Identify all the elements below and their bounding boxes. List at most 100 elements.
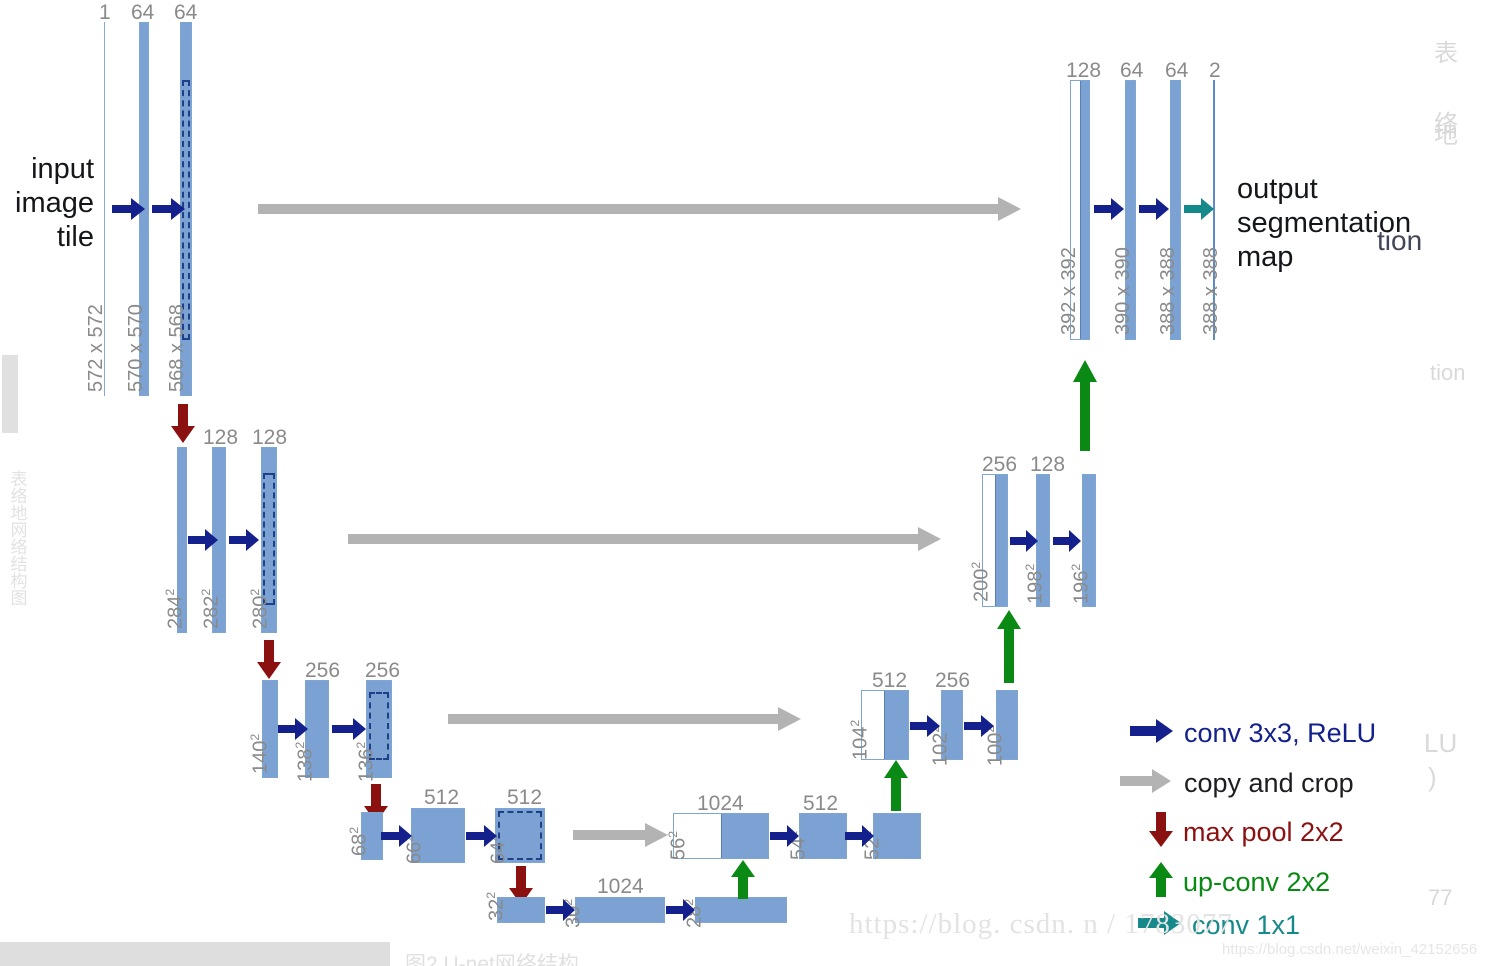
ghost-right-cn-2: 络 — [1434, 111, 1458, 138]
copy-crop-arrow-2 — [348, 526, 942, 552]
decoder-block-104 — [861, 690, 909, 760]
channel-label-128c: 128 — [1030, 453, 1066, 476]
channel-label-1024a: 1024 — [597, 875, 644, 898]
decoder-block-196 — [1082, 474, 1096, 607]
conv-arrow-out-b — [1139, 196, 1170, 222]
channel-label-512a: 512 — [424, 786, 460, 809]
channel-label-128b: 128 — [252, 426, 288, 449]
channel-label-128d: 128 — [1066, 59, 1102, 82]
conv-arrow-l2-a — [188, 527, 219, 553]
legend-label-conv3x3: conv 3x3, ReLU — [1184, 718, 1377, 748]
legend-item-conv3x3: conv 3x3, ReLU — [1130, 718, 1376, 749]
legend-item-upconv: up-conv 2x2 — [1148, 862, 1330, 903]
bottleneck-block-30 — [575, 897, 665, 923]
up-conv-arrow-2 — [996, 610, 1022, 684]
legend-label-conv1x1: conv 1x1 — [1192, 910, 1301, 940]
conv-arrow-out-a — [1094, 196, 1125, 222]
encoder-block-572 — [104, 22, 106, 396]
decoder-block-102 — [941, 690, 963, 760]
dim-label-104: 1042 — [848, 719, 872, 760]
concat-white-part-104 — [862, 691, 885, 759]
dim-label-572: 572 x 572 — [85, 304, 107, 392]
dim-label-136: 1362 — [354, 741, 378, 782]
ghost-left-strip — [2, 355, 18, 433]
channel-label-1: 1 — [99, 1, 111, 24]
dim-label-390: 390 x 390 — [1112, 247, 1134, 335]
channel-label-256b: 256 — [365, 659, 401, 682]
ghost-right-cn-1: 表 — [1434, 40, 1458, 67]
encoder-block-66 — [411, 808, 465, 863]
max-pool-arrow-4 — [508, 866, 534, 906]
conv-arrow-bottleneck-b — [666, 898, 696, 922]
down-arrow-icon — [1148, 812, 1174, 853]
up-arrow-icon — [1148, 862, 1174, 903]
dim-label-570: 570 x 570 — [125, 304, 147, 392]
copy-crop-arrow-4 — [573, 822, 669, 848]
decoder-block-56 — [673, 813, 769, 859]
legend-item-maxpool: max pool 2x2 — [1148, 812, 1344, 853]
decoder-block-392 — [1070, 80, 1090, 340]
dim-label-282: 2822 — [199, 588, 223, 629]
dim-label-568: 568 x 568 — [166, 304, 188, 392]
output-label: output segmentation map — [1237, 173, 1412, 274]
up-conv-arrow-4 — [730, 860, 756, 900]
encoder-block-140 — [262, 680, 278, 778]
ghost-bottom-cn: 图2 U-net网络结构 — [405, 953, 579, 966]
conv-arrow-l3-b — [332, 716, 367, 742]
concat-white-part-392 — [1071, 81, 1081, 339]
conv-arrow-l1-a — [112, 196, 146, 222]
ghost-bar-left — [0, 942, 390, 966]
copy-crop-arrow-1 — [258, 196, 1022, 222]
conv-arrow-l3-a — [278, 716, 309, 742]
concat-white-part-200 — [983, 475, 996, 606]
decoder-block-388 — [1170, 80, 1181, 340]
channel-label-64d: 64 — [1165, 59, 1189, 82]
channel-label-2: 2 — [1209, 59, 1221, 82]
channel-label-64c: 64 — [1120, 59, 1144, 82]
legend-label-maxpool: max pool 2x2 — [1183, 817, 1344, 847]
channel-label-128a: 128 — [203, 426, 239, 449]
dim-label-198: 1982 — [1023, 563, 1047, 604]
conv-arrow-d5-b — [845, 824, 875, 848]
conv-arrow-d3-b — [1053, 528, 1082, 554]
dim-label-140: 1402 — [248, 733, 272, 774]
conv-arrow-d4-b — [964, 713, 995, 739]
max-pool-arrow-2 — [256, 640, 282, 680]
dim-label-392: 392 x 392 — [1058, 247, 1080, 335]
conv-arrow-d3-a — [1010, 528, 1039, 554]
up-conv-arrow-3 — [883, 760, 909, 812]
legend-label-upconv: up-conv 2x2 — [1183, 867, 1331, 897]
up-conv-arrow-1 — [1072, 360, 1098, 452]
output-block-388 — [1213, 80, 1216, 340]
ghost-right-tion-2: tion — [1430, 360, 1466, 385]
dim-label-138: 1382 — [293, 741, 317, 782]
bottleneck-block-28 — [695, 897, 787, 923]
dim-label-196: 1962 — [1069, 563, 1093, 604]
legend-item-copycrop: copy and crop — [1120, 768, 1354, 799]
legend-label-copycrop: copy and crop — [1184, 768, 1354, 798]
legend-item-conv1x1: conv 1x1 — [1138, 910, 1300, 941]
conv-arrow-l1-b — [152, 196, 186, 222]
dim-label-68: 682 — [347, 826, 371, 856]
encoder-block-284 — [177, 447, 187, 633]
decoder-block-54 — [799, 813, 847, 859]
conv-arrow-bottleneck-a — [546, 898, 576, 922]
input-label: input image tile — [15, 153, 94, 254]
channel-label-1024b: 1024 — [697, 792, 744, 815]
ghost-right-cn-4: 地 — [1434, 122, 1458, 149]
channel-label-256d: 256 — [982, 453, 1018, 476]
dim-label-56: 562 — [666, 830, 690, 860]
bottleneck-block-32 — [497, 897, 545, 923]
channel-label-256a: 256 — [305, 659, 341, 682]
dim-label-284: 2842 — [163, 588, 187, 629]
dim-label-200: 2002 — [969, 561, 993, 602]
channel-label-512c: 512 — [803, 792, 839, 815]
right-arrow-icon — [1130, 718, 1174, 749]
channel-label-256c: 256 — [935, 669, 971, 692]
conv-1x1-arrow — [1184, 196, 1215, 222]
copy-crop-arrow-3 — [448, 706, 802, 732]
dim-label-280: 2802 — [248, 588, 272, 629]
decoder-block-100 — [996, 690, 1018, 760]
dim-label-388a: 388 x 388 — [1157, 247, 1179, 335]
